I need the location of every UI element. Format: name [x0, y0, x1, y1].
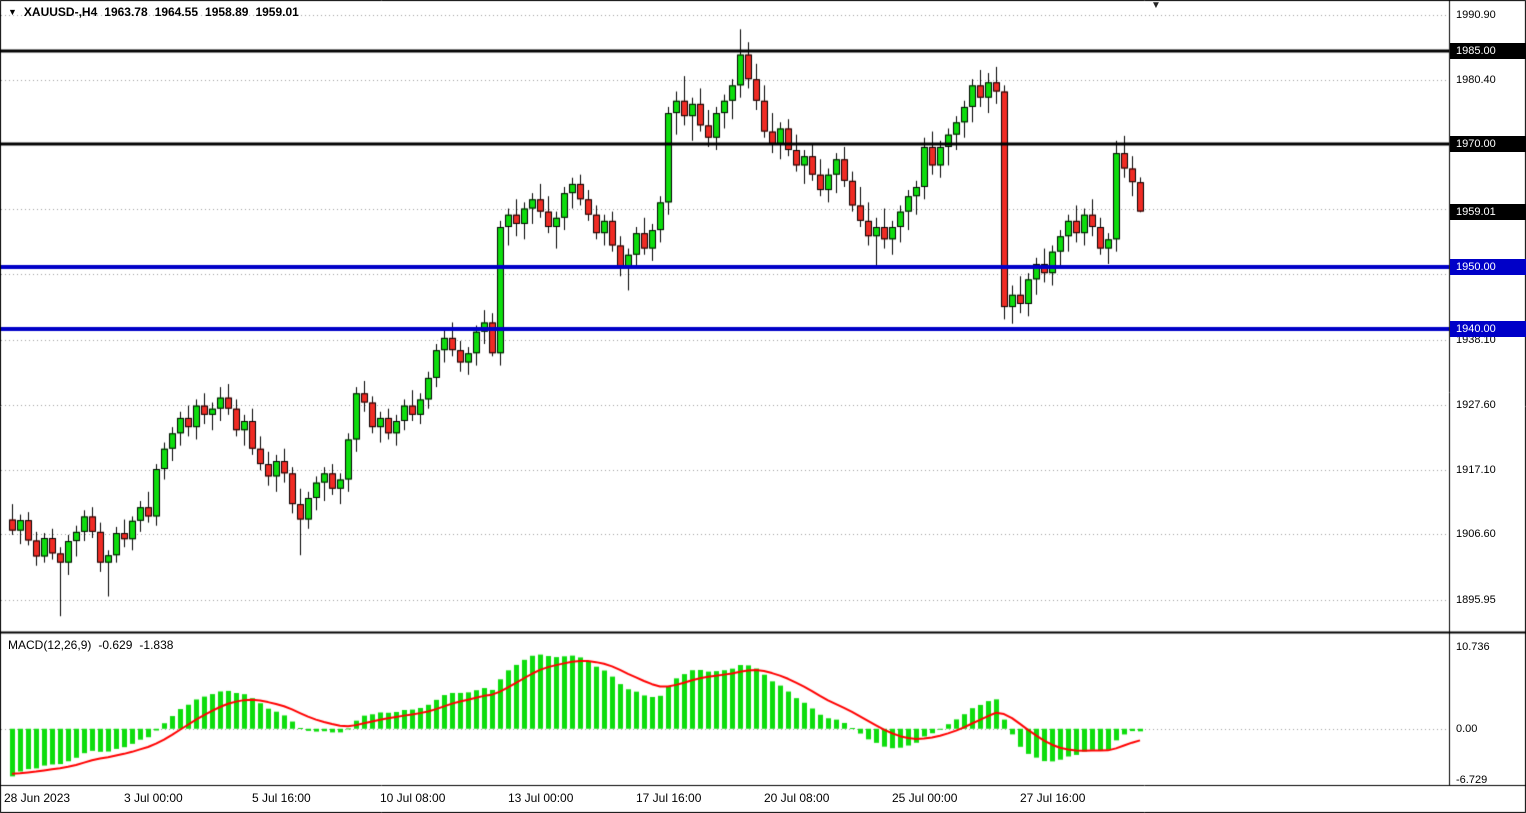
macd-main-value: -0.629	[98, 638, 133, 652]
chart-ohlc-header: ▼ XAUUSD-,H4 1963.78 1964.55 1958.89 195…	[8, 5, 299, 19]
ohlc-high-value: 1964.55	[154, 5, 199, 19]
current-price-label: 1959.01	[1450, 204, 1526, 220]
macd-indicator-label: MACD(12,26,9) -0.629 -1.838	[8, 638, 173, 652]
ohlc-open-value: 1963.78	[104, 5, 148, 19]
symbol-dropdown-icon: ▼	[8, 7, 17, 17]
price-tick-label: 1990.90	[1456, 9, 1496, 21]
macd-name-label: MACD(12,26,9)	[8, 638, 92, 652]
price-tick-label: 1895.95	[1456, 594, 1496, 606]
time-axis-label: 25 Jul 00:00	[892, 791, 958, 805]
time-axis-label: 17 Jul 16:00	[636, 791, 702, 805]
price-tick-label: 1938.10	[1456, 334, 1496, 346]
time-axis-label: 28 Jun 2023	[4, 791, 71, 805]
macd-axis-label: -6.729	[1456, 774, 1488, 786]
level-price-label: 1985.00	[1450, 43, 1526, 59]
time-axis[interactable]: 28 Jun 2023 3 Jul 00:00 5 Jul 16:00 10 Jul …	[0, 786, 1450, 813]
symbol-period-label: XAUUSD-,H4	[23, 5, 98, 19]
price-tick-label: 1906.60	[1456, 528, 1496, 540]
price-tick-label: 1917.10	[1456, 464, 1496, 476]
macd-signal-value: -1.838	[139, 638, 174, 652]
macd-axis-label: 10.736	[1456, 641, 1490, 653]
price-axis[interactable]: 1990.90 1980.40 1938.10 1927.60 1917.10 1906.…	[1450, 0, 1526, 813]
level-price-label: 1940.00	[1450, 321, 1526, 337]
time-axis-label: 27 Jul 16:00	[1020, 791, 1086, 805]
price-tick-label: 1980.40	[1456, 74, 1496, 86]
time-axis-label: 3 Jul 00:00	[124, 791, 183, 805]
level-price-label: 1970.00	[1450, 136, 1526, 152]
ohlc-close-value: 1959.01	[255, 5, 299, 19]
macd-axis-label: 0.00	[1456, 723, 1478, 735]
time-axis-label: 13 Jul 00:00	[508, 791, 574, 805]
time-axis-label: 5 Jul 16:00	[252, 791, 311, 805]
chart-shift-marker[interactable]: ▼	[1151, 0, 1161, 11]
time-axis-label: 20 Jul 08:00	[764, 791, 830, 805]
ohlc-low-value: 1958.89	[205, 5, 249, 19]
time-axis-label: 10 Jul 08:00	[380, 791, 446, 805]
price-tick-label: 1927.60	[1456, 399, 1496, 411]
level-price-label: 1950.00	[1450, 259, 1526, 275]
